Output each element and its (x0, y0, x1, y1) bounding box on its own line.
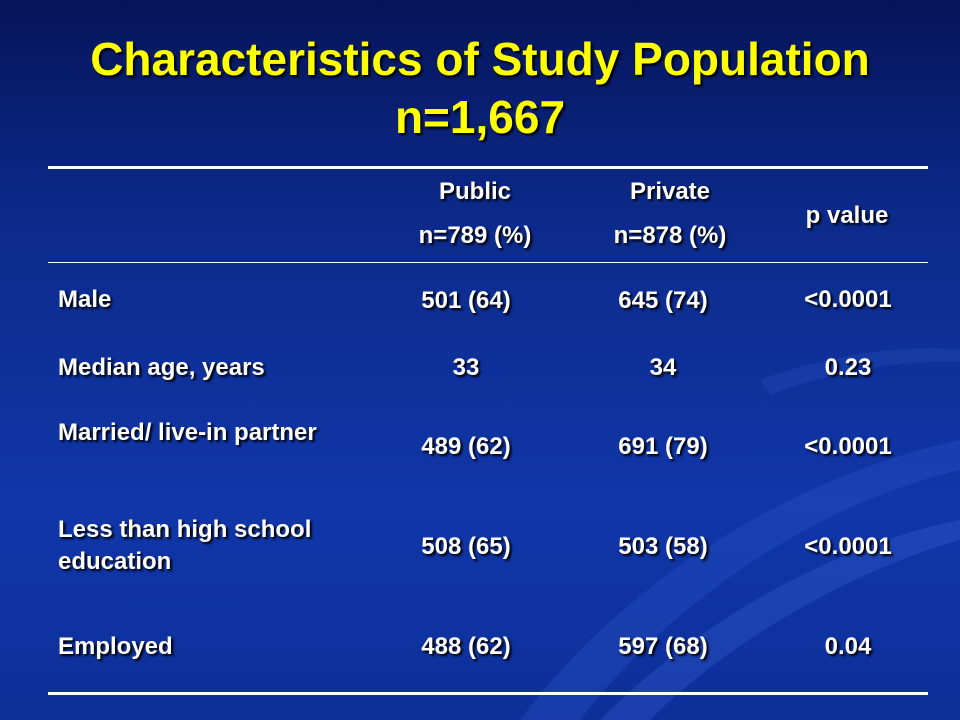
table-bottom-rule (48, 692, 928, 695)
column-header-public-line1: Public (438, 178, 511, 205)
column-header-public: Public n=789 (%) (375, 176, 575, 252)
table-top-rule (48, 166, 928, 169)
cell-male-private: 645 (74) (618, 287, 708, 314)
cell-male-p: <0.0001 (804, 286, 892, 313)
table-header-rule (48, 262, 928, 263)
cell-married-public: 489 (62) (421, 433, 511, 460)
cell-employed-p: 0.04 (824, 633, 872, 660)
column-header-public-line2: n=789 (%) (418, 222, 532, 249)
column-header-private: Private n=878 (%) (570, 176, 770, 252)
cell-married-private: 691 (79) (618, 433, 708, 460)
column-header-private-line2: n=878 (%) (613, 222, 727, 249)
cell-median-age-public: 33 (452, 354, 480, 381)
row-label-male: Male (58, 286, 112, 313)
title-line-1: Characteristics of Study Population (90, 33, 870, 85)
row-label-median-age: Median age, years (58, 354, 265, 381)
cell-male-public: 501 (64) (421, 287, 511, 314)
cell-married-p: <0.0001 (804, 433, 892, 460)
cell-employed-public: 488 (62) (421, 633, 511, 660)
cell-education-p: <0.0001 (804, 533, 892, 560)
column-header-private-line1: Private (629, 178, 711, 205)
title-line-2: n=1,667 (394, 91, 566, 143)
page-title: Characteristics of Study Population n=1,… (0, 30, 960, 146)
cell-employed-private: 597 (68) (618, 633, 708, 660)
cell-education-private: 503 (58) (618, 533, 708, 560)
cell-median-age-private: 34 (649, 354, 677, 381)
column-header-p-value: p value (747, 200, 947, 232)
cell-education-public: 508 (65) (421, 533, 511, 560)
cell-median-age-p: 0.23 (824, 354, 872, 381)
row-label-employed: Employed (58, 633, 173, 660)
column-header-p-value-line1: p value (805, 202, 889, 229)
row-label-education: Less than high school education (58, 516, 312, 575)
row-label-married: Married/ live-in partner (58, 419, 317, 446)
